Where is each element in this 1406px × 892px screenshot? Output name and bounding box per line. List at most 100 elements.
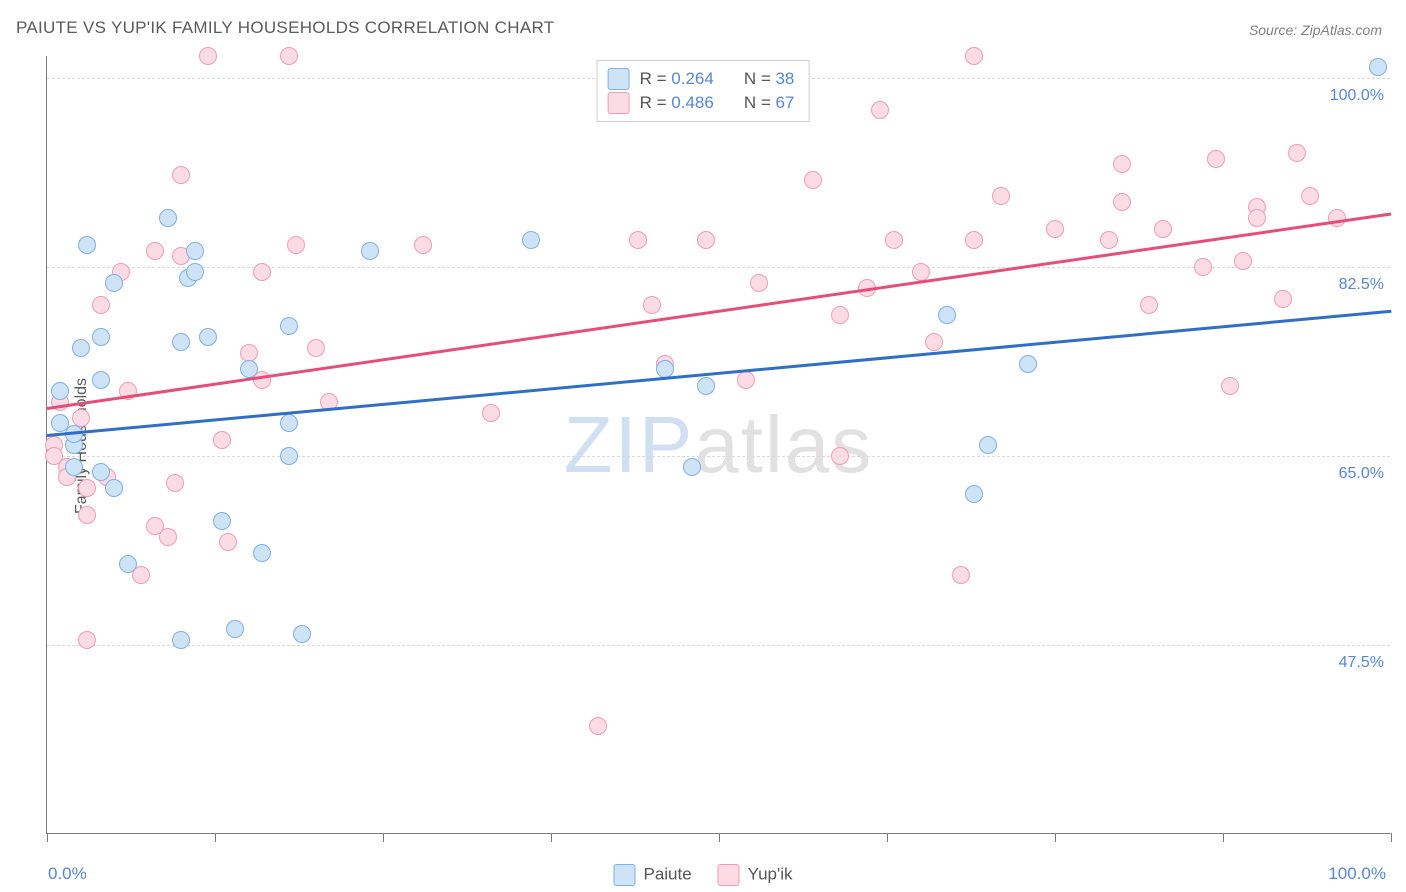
x-axis-tick — [215, 833, 216, 842]
x-axis-tick — [383, 833, 384, 842]
grid-line — [47, 645, 1390, 646]
data-point — [1154, 220, 1172, 238]
legend-swatch — [608, 92, 630, 114]
data-point — [1301, 187, 1319, 205]
y-axis-tick-label: 100.0% — [1330, 87, 1384, 105]
data-point — [226, 620, 244, 638]
legend-row: R = 0.486N = 67 — [608, 91, 795, 115]
data-point — [287, 236, 305, 254]
x-axis-min-label: 0.0% — [48, 864, 87, 884]
data-point — [280, 47, 298, 65]
data-point — [199, 47, 217, 65]
data-point — [186, 263, 204, 281]
data-point — [92, 296, 110, 314]
data-point — [65, 458, 83, 476]
data-point — [965, 47, 983, 65]
legend-r-label: R = 0.264 — [640, 67, 714, 91]
data-point — [938, 306, 956, 324]
data-point — [253, 544, 271, 562]
data-point — [1100, 231, 1118, 249]
y-axis-tick-label: 65.0% — [1339, 465, 1384, 483]
data-point — [280, 317, 298, 335]
data-point — [280, 447, 298, 465]
x-axis-max-label: 100.0% — [1328, 864, 1386, 884]
data-point — [172, 631, 190, 649]
data-point — [1207, 150, 1225, 168]
data-point — [172, 333, 190, 351]
data-point — [78, 479, 96, 497]
data-point — [213, 512, 231, 530]
data-point — [172, 166, 190, 184]
legend-swatch — [613, 864, 635, 886]
data-point — [1234, 252, 1252, 270]
data-point — [912, 263, 930, 281]
x-axis-tick — [551, 833, 552, 842]
data-point — [1113, 155, 1131, 173]
data-point — [159, 209, 177, 227]
series-legend: PaiuteYup'ik — [613, 864, 792, 886]
chart-title: PAIUTE VS YUP'IK FAMILY HOUSEHOLDS CORRE… — [16, 18, 554, 38]
data-point — [979, 436, 997, 454]
data-point — [78, 631, 96, 649]
data-point — [1328, 209, 1346, 227]
data-point — [643, 296, 661, 314]
x-axis-tick — [47, 833, 48, 842]
data-point — [804, 171, 822, 189]
data-point — [414, 236, 432, 254]
data-point — [1248, 209, 1266, 227]
data-point — [199, 328, 217, 346]
data-point — [925, 333, 943, 351]
data-point — [697, 377, 715, 395]
data-point — [831, 306, 849, 324]
data-point — [1113, 193, 1131, 211]
data-point — [737, 371, 755, 389]
data-point — [831, 447, 849, 465]
x-axis-tick — [1391, 833, 1392, 842]
correlation-legend: R = 0.264N = 38R = 0.486N = 67 — [597, 60, 810, 122]
data-point — [629, 231, 647, 249]
x-axis-tick — [719, 833, 720, 842]
y-axis-tick-label: 47.5% — [1339, 654, 1384, 672]
data-point — [589, 717, 607, 735]
data-point — [78, 236, 96, 254]
data-point — [186, 242, 204, 260]
data-point — [1046, 220, 1064, 238]
data-point — [965, 231, 983, 249]
data-point — [965, 485, 983, 503]
data-point — [146, 242, 164, 260]
x-axis-tick — [1223, 833, 1224, 842]
legend-n-label: N = 67 — [744, 91, 795, 115]
source-label: Source: ZipAtlas.com — [1249, 22, 1382, 38]
data-point — [952, 566, 970, 584]
data-point — [72, 339, 90, 357]
data-point — [1019, 355, 1037, 373]
legend-swatch — [718, 864, 740, 886]
y-axis-tick-label: 82.5% — [1339, 276, 1384, 294]
data-point — [253, 263, 271, 281]
data-point — [78, 506, 96, 524]
data-point — [1194, 258, 1212, 276]
grid-line — [47, 456, 1390, 457]
grid-line — [47, 267, 1390, 268]
data-point — [885, 231, 903, 249]
legend-item: Paiute — [613, 864, 691, 886]
data-point — [1140, 296, 1158, 314]
legend-swatch — [608, 68, 630, 90]
data-point — [159, 528, 177, 546]
data-point — [92, 463, 110, 481]
data-point — [750, 274, 768, 292]
data-point — [293, 625, 311, 643]
data-point — [307, 339, 325, 357]
data-point — [105, 274, 123, 292]
data-point — [280, 414, 298, 432]
data-point — [119, 555, 137, 573]
data-point — [361, 242, 379, 260]
data-point — [166, 474, 184, 492]
x-axis-tick — [1055, 833, 1056, 842]
data-point — [522, 231, 540, 249]
data-point — [105, 479, 123, 497]
data-point — [51, 382, 69, 400]
data-point — [482, 404, 500, 422]
legend-row: R = 0.264N = 38 — [608, 67, 795, 91]
data-point — [697, 231, 715, 249]
